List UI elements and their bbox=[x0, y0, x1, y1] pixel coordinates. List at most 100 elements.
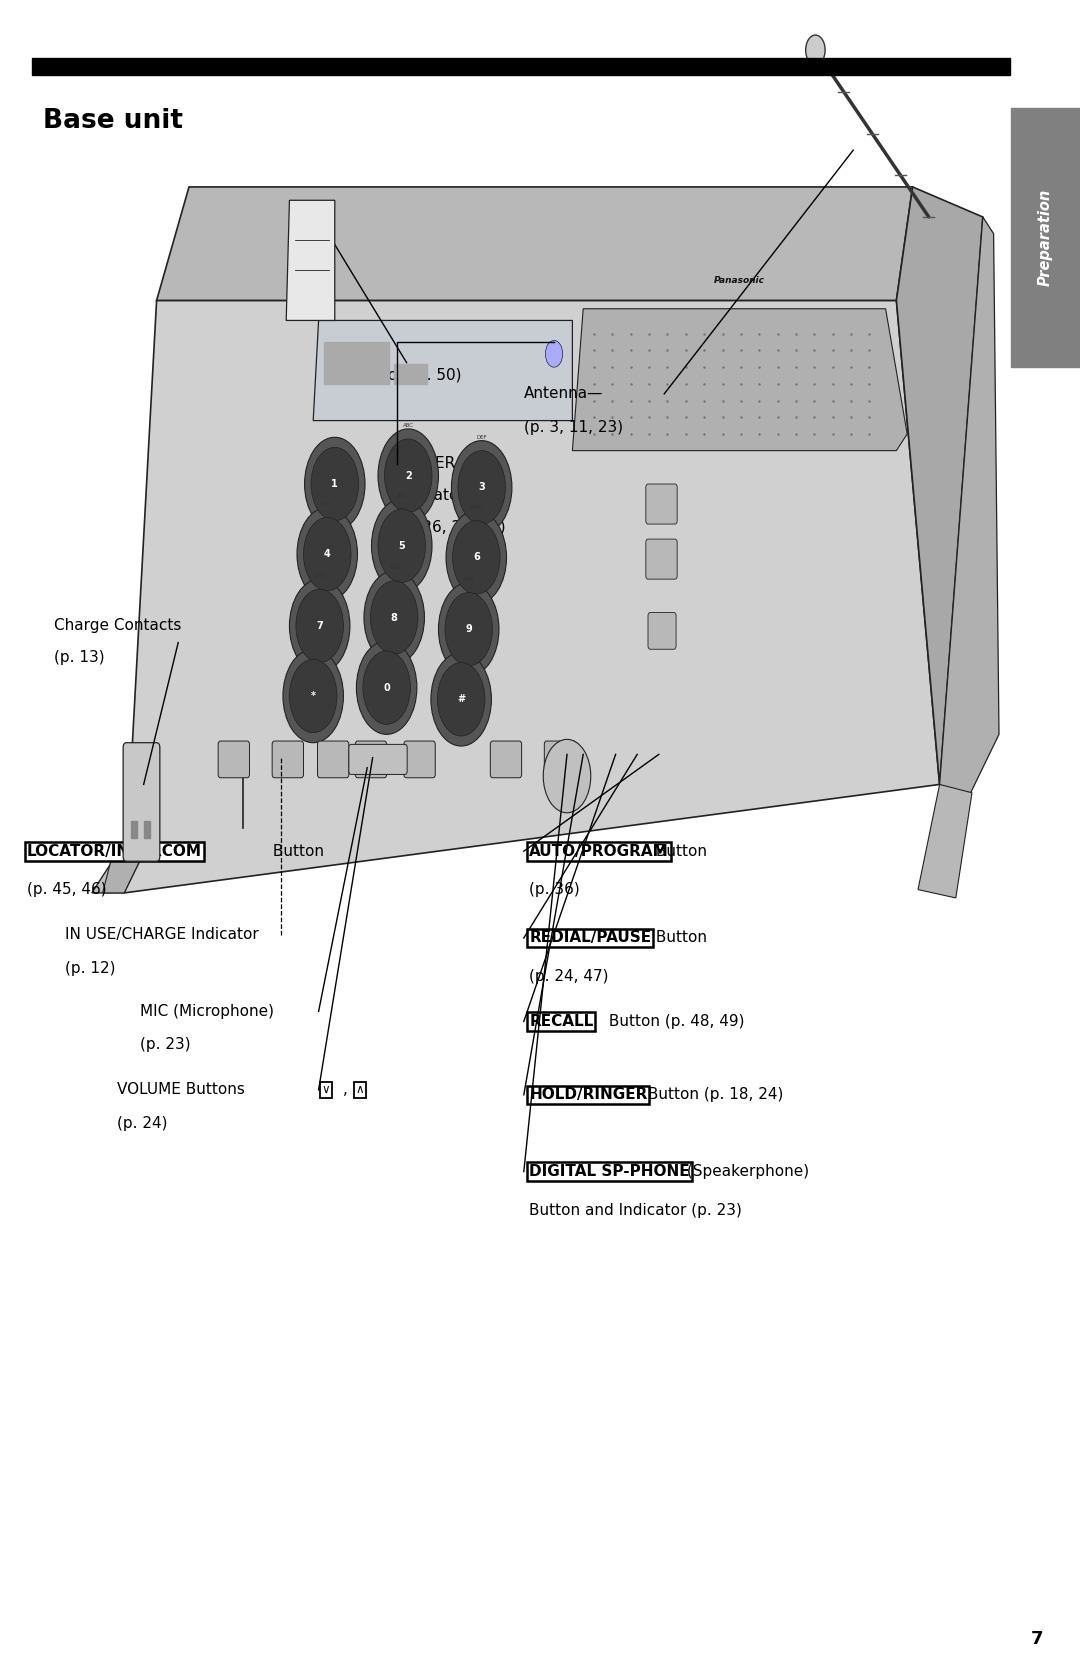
Text: (p. 12): (p. 12) bbox=[65, 961, 116, 975]
Text: (p. 24, 47): (p. 24, 47) bbox=[529, 970, 609, 983]
Text: MIC (Microphone): MIC (Microphone) bbox=[140, 1005, 274, 1018]
FancyBboxPatch shape bbox=[404, 741, 435, 778]
Text: 1: 1 bbox=[332, 479, 338, 489]
Text: 7: 7 bbox=[316, 621, 323, 631]
Text: Antenna—: Antenna— bbox=[524, 387, 603, 401]
Circle shape bbox=[438, 582, 499, 676]
Text: (p. 24): (p. 24) bbox=[117, 1117, 167, 1130]
Text: 4: 4 bbox=[324, 549, 330, 559]
Text: (p. 23): (p. 23) bbox=[140, 1038, 191, 1051]
Circle shape bbox=[305, 437, 365, 531]
FancyBboxPatch shape bbox=[318, 741, 349, 778]
Polygon shape bbox=[92, 818, 157, 893]
Text: Hook (p. 50): Hook (p. 50) bbox=[309, 202, 462, 382]
Text: AUTO/PROGRAM: AUTO/PROGRAM bbox=[529, 845, 669, 858]
Polygon shape bbox=[313, 320, 572, 421]
Text: CALLER ID: CALLER ID bbox=[397, 457, 476, 471]
Bar bbox=[394, 364, 427, 384]
Text: GHI: GHI bbox=[322, 502, 333, 506]
Circle shape bbox=[370, 581, 418, 654]
Text: Button and Indicator (p. 23): Button and Indicator (p. 23) bbox=[529, 1203, 742, 1217]
Text: 6: 6 bbox=[473, 552, 480, 562]
Circle shape bbox=[543, 739, 591, 813]
Circle shape bbox=[289, 659, 337, 733]
Circle shape bbox=[289, 579, 350, 673]
Text: (p. 26, 27, 28): (p. 26, 27, 28) bbox=[397, 521, 507, 534]
Bar bbox=[1011, 108, 1080, 367]
Circle shape bbox=[372, 499, 432, 592]
Polygon shape bbox=[896, 187, 983, 784]
Text: 3: 3 bbox=[478, 482, 485, 492]
Text: 7: 7 bbox=[1030, 1631, 1043, 1647]
Text: 2: 2 bbox=[405, 471, 411, 481]
FancyBboxPatch shape bbox=[218, 741, 249, 778]
Circle shape bbox=[303, 517, 351, 591]
Text: VOLUME Buttons: VOLUME Buttons bbox=[117, 1083, 249, 1097]
Circle shape bbox=[431, 653, 491, 746]
Text: ,: , bbox=[343, 1083, 348, 1097]
Circle shape bbox=[445, 592, 492, 666]
Circle shape bbox=[297, 507, 357, 601]
Text: Button: Button bbox=[651, 845, 706, 858]
Text: (p. 13): (p. 13) bbox=[54, 651, 105, 664]
Text: Indicator: Indicator bbox=[397, 489, 465, 502]
Polygon shape bbox=[918, 784, 972, 898]
Bar bbox=[32, 58, 1010, 75]
Circle shape bbox=[384, 439, 432, 512]
Text: Panasonic: Panasonic bbox=[714, 275, 766, 285]
Text: DIGITAL SP-PHONE: DIGITAL SP-PHONE bbox=[529, 1165, 690, 1178]
Polygon shape bbox=[124, 300, 940, 893]
Circle shape bbox=[545, 340, 563, 367]
Text: WXY: WXY bbox=[462, 577, 475, 581]
Bar bbox=[144, 821, 150, 838]
Text: Button (p. 48, 49): Button (p. 48, 49) bbox=[604, 1015, 744, 1028]
Bar bbox=[131, 821, 137, 838]
FancyBboxPatch shape bbox=[646, 539, 677, 579]
Text: (p. 45, 46): (p. 45, 46) bbox=[27, 883, 107, 896]
Text: PRS: PRS bbox=[314, 574, 325, 577]
FancyBboxPatch shape bbox=[544, 741, 576, 778]
FancyBboxPatch shape bbox=[272, 741, 303, 778]
Circle shape bbox=[378, 509, 426, 582]
Text: JKL: JKL bbox=[397, 494, 406, 497]
Circle shape bbox=[364, 571, 424, 664]
Circle shape bbox=[378, 429, 438, 522]
Text: 9: 9 bbox=[465, 624, 472, 634]
Text: RECALL: RECALL bbox=[529, 1015, 593, 1028]
Text: HOLD/RINGER: HOLD/RINGER bbox=[529, 1088, 648, 1102]
Text: ABC: ABC bbox=[403, 424, 414, 427]
Text: Button (p. 18, 24): Button (p. 18, 24) bbox=[643, 1088, 783, 1102]
Text: Button: Button bbox=[651, 931, 706, 945]
Polygon shape bbox=[286, 200, 335, 320]
Text: 0: 0 bbox=[383, 683, 390, 693]
Text: Button: Button bbox=[268, 845, 324, 858]
Text: *: * bbox=[311, 691, 315, 701]
Text: MNO: MNO bbox=[470, 506, 483, 509]
Text: ∧: ∧ bbox=[355, 1083, 364, 1097]
Text: TUV: TUV bbox=[389, 566, 400, 569]
Circle shape bbox=[453, 521, 500, 594]
Text: ∨: ∨ bbox=[322, 1083, 330, 1097]
Text: LOCATOR/INTERCOM: LOCATOR/INTERCOM bbox=[27, 845, 202, 858]
Text: DEF: DEF bbox=[476, 436, 487, 439]
FancyBboxPatch shape bbox=[123, 743, 160, 861]
Text: 5: 5 bbox=[399, 541, 405, 551]
Text: (p. 36): (p. 36) bbox=[529, 883, 580, 896]
Text: Charge Contacts: Charge Contacts bbox=[54, 619, 181, 633]
FancyBboxPatch shape bbox=[355, 741, 387, 778]
Circle shape bbox=[806, 35, 825, 65]
FancyBboxPatch shape bbox=[349, 744, 407, 774]
FancyBboxPatch shape bbox=[490, 741, 522, 778]
FancyBboxPatch shape bbox=[646, 484, 677, 524]
Circle shape bbox=[451, 441, 512, 534]
Text: 8: 8 bbox=[391, 613, 397, 623]
FancyBboxPatch shape bbox=[648, 613, 676, 649]
Circle shape bbox=[296, 589, 343, 663]
Polygon shape bbox=[103, 851, 140, 893]
Circle shape bbox=[363, 651, 410, 724]
Polygon shape bbox=[940, 217, 999, 801]
Text: #: # bbox=[457, 694, 465, 704]
Text: Base unit: Base unit bbox=[43, 108, 184, 135]
Circle shape bbox=[311, 447, 359, 521]
Circle shape bbox=[458, 451, 505, 524]
